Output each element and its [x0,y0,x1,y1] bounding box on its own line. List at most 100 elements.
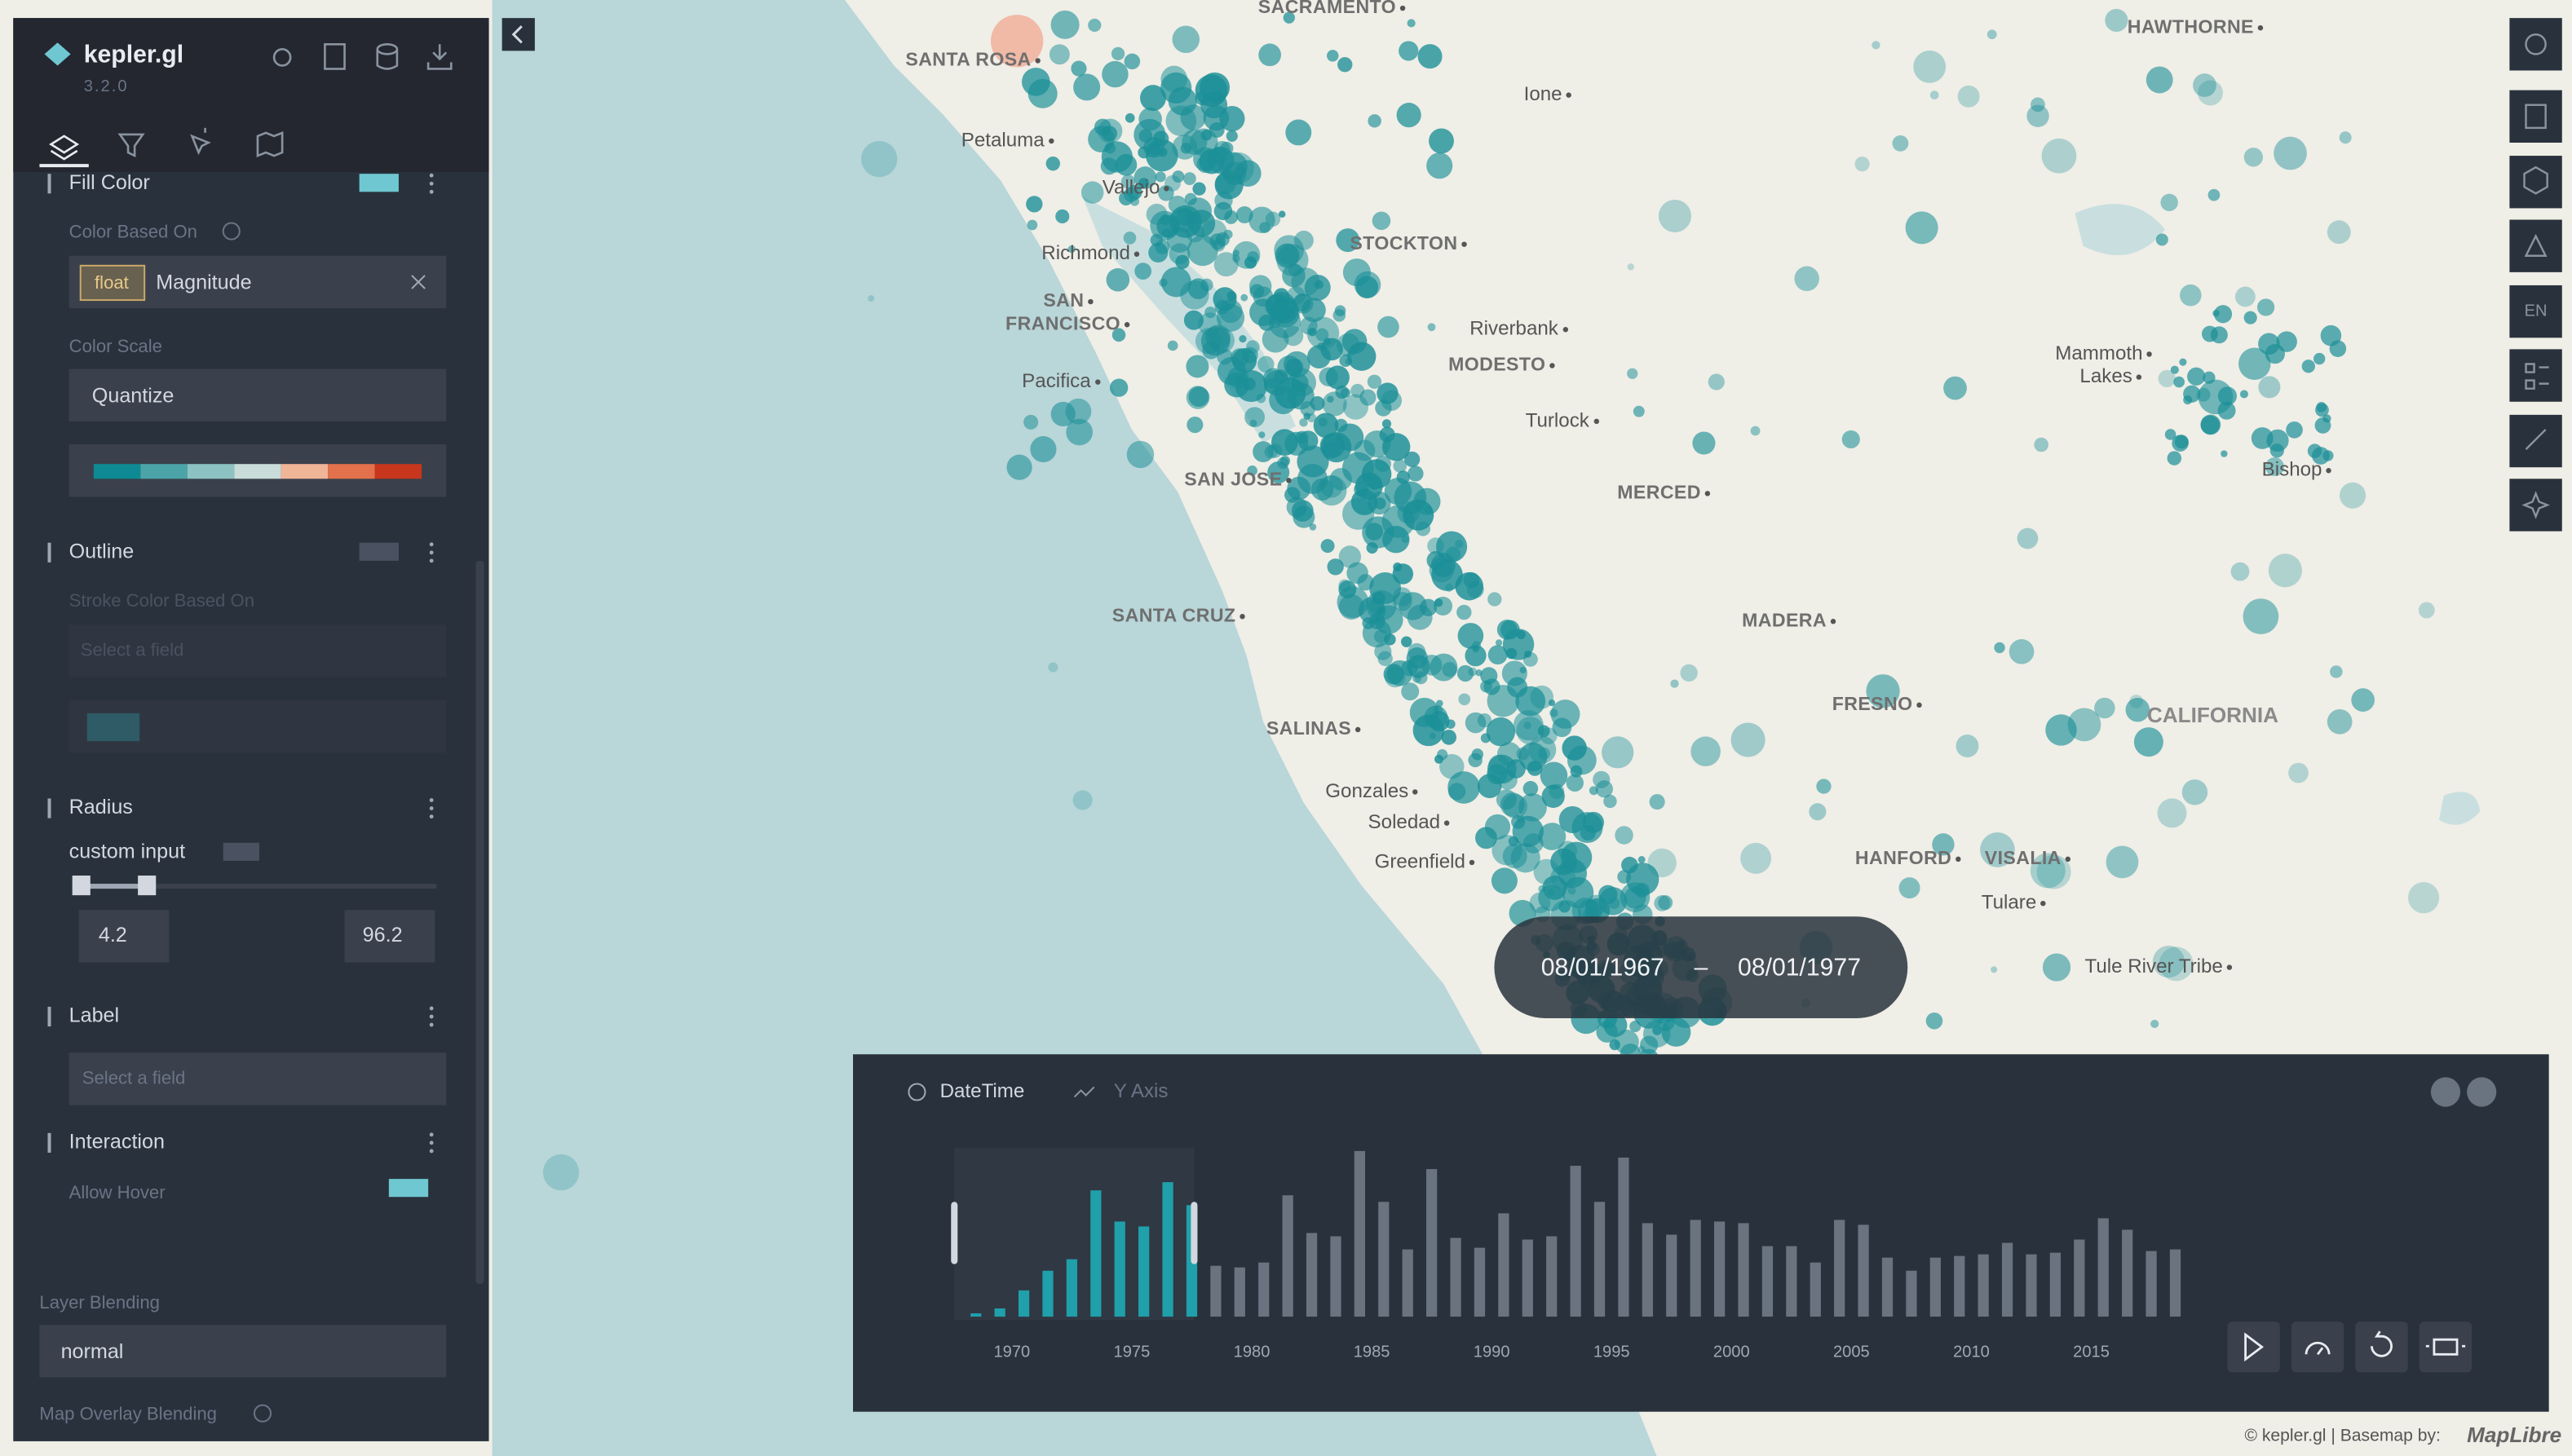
info-icon[interactable] [253,1404,272,1423]
point [1396,103,1421,128]
range-input[interactable] [344,910,435,963]
city-marker [1134,251,1140,257]
kebab-icons [429,173,434,1154]
field-select[interactable] [68,1052,447,1105]
toggle[interactable] [223,842,259,861]
layers-tab[interactable] [49,135,80,161]
loop-button[interactable] [2355,1321,2408,1373]
city-label: Turlock [1526,409,1590,431]
basemap-tab[interactable] [256,130,284,158]
city-marker [1593,418,1600,425]
attribution: © kepler.gl | Basemap by: [2244,1426,2440,1445]
info-button[interactable] [2509,18,2562,71]
city-marker [1562,327,1569,333]
toggle[interactable] [359,174,399,192]
point [1235,206,1253,223]
clear-button[interactable] [411,275,426,289]
x-tick-label: 1995 [1593,1343,1630,1361]
point [2307,443,2322,458]
point [1257,355,1275,373]
point [1160,214,1171,225]
point [1313,413,1339,439]
point [1670,679,1679,688]
point [2158,369,2176,388]
export-icon[interactable] [426,44,453,70]
point [2198,80,2223,106]
point [1417,44,1443,69]
point [2217,386,2238,406]
legend-button[interactable] [2509,349,2562,402]
basemap-logo[interactable]: MapLibre [2467,1423,2561,1447]
point [1943,376,1967,400]
collapse-button[interactable] [502,18,535,51]
tab[interactable]: DateTime [940,1080,1025,1102]
locale-button[interactable] [2509,285,2562,338]
toggle[interactable] [359,542,399,561]
point [1540,727,1558,744]
x-tick-label: 1970 [993,1343,1030,1361]
toggle[interactable] [388,1179,429,1198]
point [1124,53,1141,70]
option-label: Allow Hover [69,1182,166,1202]
draw-button[interactable] [2509,219,2562,272]
play-button[interactable] [2227,1321,2280,1373]
point [1486,717,1516,747]
tab[interactable]: Y Axis [1114,1080,1169,1102]
blending-select[interactable] [39,1325,447,1378]
point [1392,563,1414,585]
slider-handle[interactable] [138,876,157,896]
point [1155,171,1166,183]
point [2034,437,2048,452]
info-icon[interactable] [222,222,241,240]
ai-button[interactable] [2509,479,2562,532]
filters-tab[interactable] [117,133,145,158]
point [1102,60,1129,88]
point [1518,793,1547,822]
collapse-button[interactable] [2430,1077,2461,1107]
slider-handle[interactable] [72,876,91,896]
bar [1713,1221,1726,1317]
split-map-button[interactable] [2509,90,2562,143]
x-tick-label: 1975 [1114,1343,1151,1361]
point [1334,305,1346,316]
point [1072,790,1093,810]
point [1680,664,1698,682]
point [1925,1013,1943,1030]
point [1407,19,1416,28]
debug-icon[interactable] [272,48,292,67]
point [1026,196,1043,213]
settings-button[interactable] [2467,1077,2497,1107]
ruler-button[interactable] [2509,414,2562,468]
point [1513,710,1544,741]
field-label: Stroke Color Based On [69,590,254,611]
point [1614,1030,1639,1055]
point [1209,233,1226,249]
speed-button[interactable] [2291,1321,2344,1373]
scrollbar[interactable] [475,560,484,1284]
point [1816,779,1832,794]
lake [2438,792,2481,825]
window-button[interactable] [2419,1321,2473,1373]
point [1522,833,1544,854]
point [1436,531,1468,563]
point [2340,482,2367,509]
docs-icon[interactable] [324,42,346,70]
scale-select[interactable] [68,368,447,421]
range-input[interactable] [78,910,170,963]
city-marker [1286,478,1292,483]
point [2041,138,2077,174]
3d-button[interactable] [2509,156,2562,209]
city-marker [1704,491,1711,496]
point [1111,328,1126,342]
section-marker [47,1006,51,1027]
point [1500,792,1525,817]
field-select[interactable] [68,624,447,677]
point [1204,307,1217,319]
bar [2049,1252,2062,1317]
interactions-tab[interactable] [190,127,211,156]
point [1140,85,1166,112]
city-marker [1549,363,1555,368]
point [2036,854,2071,889]
point [1327,558,1344,576]
